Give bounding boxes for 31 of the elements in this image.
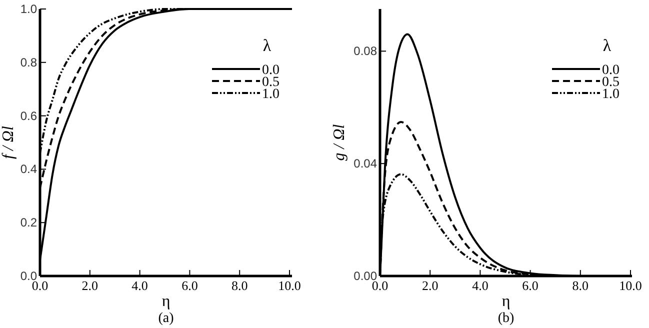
x-tick-label: 8.0 <box>572 278 589 293</box>
y-tick-label: 0.8 <box>20 55 38 70</box>
legend-label: 0.0 <box>602 63 620 78</box>
x-tick-label: 4.0 <box>132 278 148 293</box>
legend-title: λ <box>262 36 272 55</box>
x-axis-title: η <box>162 293 170 310</box>
x-tick-label: 2.0 <box>422 278 438 293</box>
text: (b) <box>498 311 514 326</box>
y-tick-label: 1.0 <box>20 2 38 16</box>
y-tick-label: 0.04 <box>354 156 378 171</box>
x-tick-label: 6.0 <box>182 278 198 293</box>
y-tick-label: 0.2 <box>20 216 38 230</box>
x-tick-label: 8.0 <box>231 278 248 293</box>
x-tick-label: 2.0 <box>82 278 98 293</box>
legend-label: 0.5 <box>602 75 620 90</box>
y-axis-title: f / Ωl <box>0 125 17 159</box>
x-tick-label: 10.0 <box>619 278 642 293</box>
legend-title: λ <box>602 36 612 55</box>
text: (a) <box>158 311 174 326</box>
y-tick-label: 0.6 <box>20 108 38 123</box>
legend-label: 1.0 <box>262 87 280 102</box>
x-axis-title: η <box>502 293 510 310</box>
y-tick-label: 0.08 <box>354 44 378 58</box>
legend-label: 0.0 <box>262 63 280 78</box>
x-tick-label: 6.0 <box>522 278 538 293</box>
y-tick-label: 0.4 <box>20 162 38 176</box>
y-axis-title: g / Ωl <box>331 124 348 161</box>
legend-label: 1.0 <box>602 87 620 102</box>
x-tick-label: 10.0 <box>278 278 301 293</box>
x-tick-label: 4.0 <box>472 278 488 293</box>
legend-label: 0.5 <box>262 75 280 90</box>
